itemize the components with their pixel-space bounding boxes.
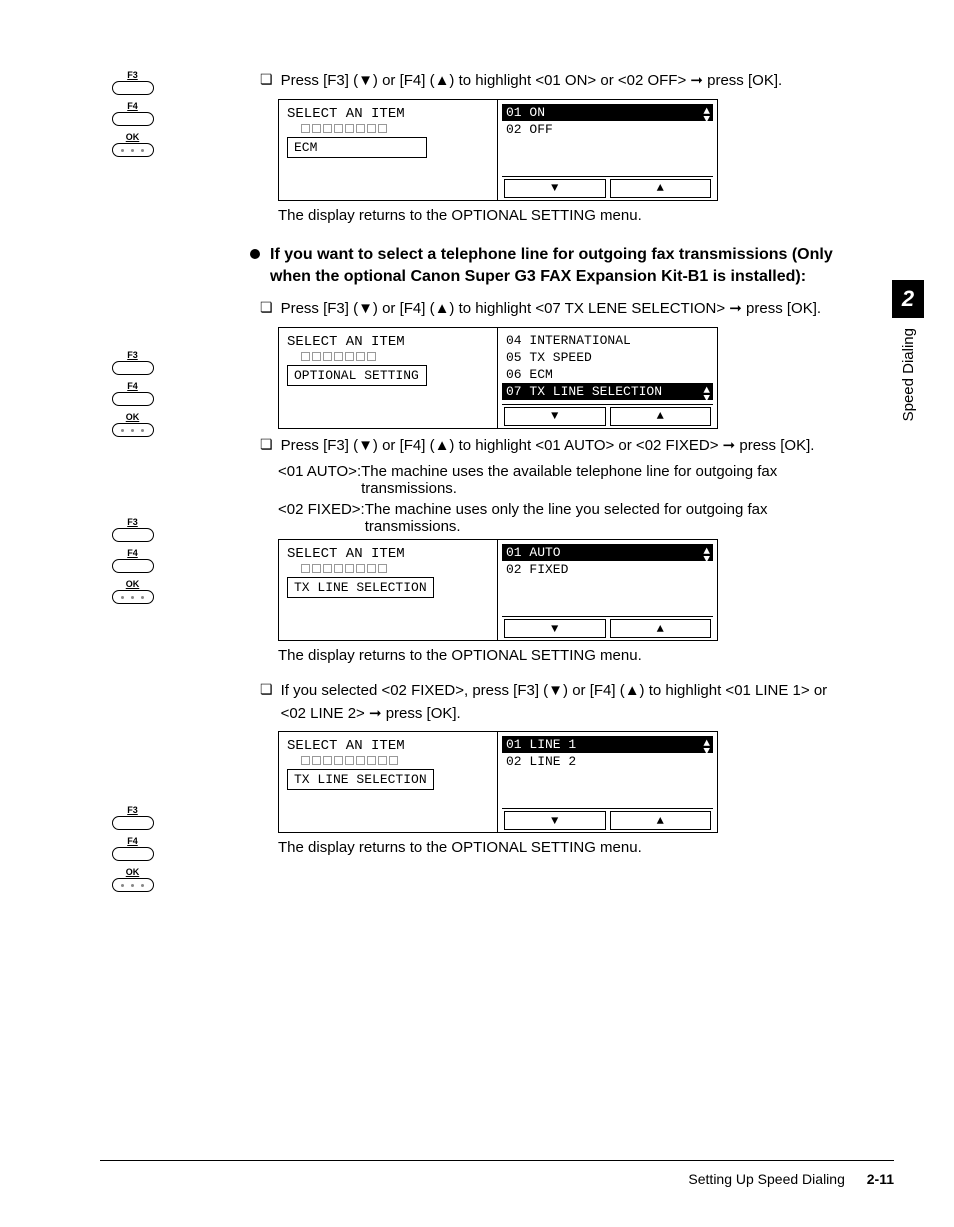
heading-text: If you want to select a telephone line f… xyxy=(270,244,844,289)
def-key: <02 FIXED>: xyxy=(278,501,365,535)
key-stack: F3 F4 OK xyxy=(105,805,160,898)
lcd-title: SELECT AN ITEM xyxy=(287,106,489,122)
step-text: Press [F3] (▼) or [F4] (▲) to highlight … xyxy=(281,298,844,321)
key-ok-icon xyxy=(112,143,154,157)
lcd-title: SELECT AN ITEM xyxy=(287,738,489,754)
lcd-up-arrow: ▲ xyxy=(610,407,712,426)
lcd-panel: SELECT AN ITEM TX LINE SELECTION 01 LINE… xyxy=(278,731,718,833)
lcd-boxes xyxy=(301,756,489,765)
lcd-options: 01 ON02 OFF▲▼ xyxy=(502,104,713,172)
step-text: If you selected <02 FIXED>, press [F3] (… xyxy=(281,680,844,725)
lcd-boxes xyxy=(301,352,489,361)
step-text: Press [F3] (▼) or [F4] (▲) to highlight … xyxy=(281,435,844,458)
lcd-panel: SELECT AN ITEM ECM 01 ON02 OFF▲▼ ▼ ▲ xyxy=(278,99,718,201)
lcd-up-arrow: ▲ xyxy=(610,811,712,830)
key-ok-icon xyxy=(112,878,154,892)
bullet-icon: ❏ xyxy=(260,435,273,455)
sub-heading: If you want to select a telephone line f… xyxy=(250,244,844,289)
chapter-tab: 2 Speed Dialing xyxy=(892,280,924,421)
key-f4-label: F4 xyxy=(105,548,160,558)
step-line: ❏ If you selected <02 FIXED>, press [F3]… xyxy=(260,680,844,725)
step-line: ❏ Press [F3] (▼) or [F4] (▲) to highligh… xyxy=(260,70,844,93)
lcd-sublabel: TX LINE SELECTION xyxy=(287,577,434,598)
return-text: The display returns to the OPTIONAL SETT… xyxy=(278,839,844,856)
lcd-down-arrow: ▼ xyxy=(504,811,606,830)
key-f4-icon xyxy=(112,112,154,126)
key-f4-icon xyxy=(112,559,154,573)
key-f3-label: F3 xyxy=(105,350,160,360)
key-ok-icon xyxy=(112,423,154,437)
lcd-sublabel: TX LINE SELECTION xyxy=(287,769,434,790)
lcd-down-arrow: ▼ xyxy=(504,179,606,198)
lcd-down-arrow: ▼ xyxy=(504,407,606,426)
key-f3-icon xyxy=(112,528,154,542)
lcd-down-arrow: ▼ xyxy=(504,619,606,638)
chapter-number: 2 xyxy=(892,280,924,318)
key-ok-icon xyxy=(112,590,154,604)
lcd-options: 04 INTERNATIONAL05 TX SPEED06 ECM07 TX L… xyxy=(502,332,713,400)
key-f3-label: F3 xyxy=(105,517,160,527)
bullet-icon: ❏ xyxy=(260,680,273,700)
return-text: The display returns to the OPTIONAL SETT… xyxy=(278,207,844,224)
key-ok-label: OK xyxy=(105,867,160,877)
key-f3-icon xyxy=(112,816,154,830)
lcd-options: 01 LINE 102 LINE 2▲▼ xyxy=(502,736,713,804)
key-ok-label: OK xyxy=(105,412,160,422)
lcd-up-arrow: ▲ xyxy=(610,179,712,198)
definition-list: <01 AUTO>:The machine uses the available… xyxy=(278,463,844,535)
key-f3-icon xyxy=(112,361,154,375)
key-f3-icon xyxy=(112,81,154,95)
lcd-panel: SELECT AN ITEM OPTIONAL SETTING 04 INTER… xyxy=(278,327,718,429)
key-f3-label: F3 xyxy=(105,805,160,815)
lcd-sublabel: OPTIONAL SETTING xyxy=(287,365,427,386)
lcd-panel: SELECT AN ITEM TX LINE SELECTION 01 AUTO… xyxy=(278,539,718,641)
footer-section: Setting Up Speed Dialing xyxy=(688,1171,844,1187)
page-footer: Setting Up Speed Dialing 2-11 xyxy=(100,1160,894,1187)
lcd-options: 01 AUTO02 FIXED▲▼ xyxy=(502,544,713,612)
key-f4-icon xyxy=(112,392,154,406)
key-f4-label: F4 xyxy=(105,836,160,846)
step-line: ❏ Press [F3] (▼) or [F4] (▲) to highligh… xyxy=(260,298,844,321)
key-f3-label: F3 xyxy=(105,70,160,80)
key-stack: F3 F4 OK xyxy=(105,350,160,443)
lcd-boxes xyxy=(301,564,489,573)
step-text: Press [F3] (▼) or [F4] (▲) to highlight … xyxy=(281,70,844,93)
lcd-title: SELECT AN ITEM xyxy=(287,334,489,350)
key-ok-label: OK xyxy=(105,579,160,589)
chapter-label: Speed Dialing xyxy=(900,328,917,421)
key-f4-label: F4 xyxy=(105,381,160,391)
bullet-icon: ❏ xyxy=(260,70,273,90)
lcd-up-arrow: ▲ xyxy=(610,619,712,638)
key-stack: F3 F4 OK xyxy=(105,517,160,610)
key-stack: F3 F4 OK xyxy=(105,70,160,163)
key-f4-label: F4 xyxy=(105,101,160,111)
def-val: The machine uses the available telephone… xyxy=(361,463,844,497)
bullet-icon: ❏ xyxy=(260,298,273,318)
step-line: ❏ Press [F3] (▼) or [F4] (▲) to highligh… xyxy=(260,435,844,458)
def-val: The machine uses only the line you selec… xyxy=(365,501,844,535)
key-ok-label: OK xyxy=(105,132,160,142)
return-text: The display returns to the OPTIONAL SETT… xyxy=(278,647,844,664)
lcd-title: SELECT AN ITEM xyxy=(287,546,489,562)
key-f4-icon xyxy=(112,847,154,861)
def-key: <01 AUTO>: xyxy=(278,463,361,497)
disc-icon xyxy=(250,249,260,259)
lcd-sublabel: ECM xyxy=(287,137,427,158)
footer-page: 2-11 xyxy=(867,1171,894,1187)
lcd-boxes xyxy=(301,124,489,133)
